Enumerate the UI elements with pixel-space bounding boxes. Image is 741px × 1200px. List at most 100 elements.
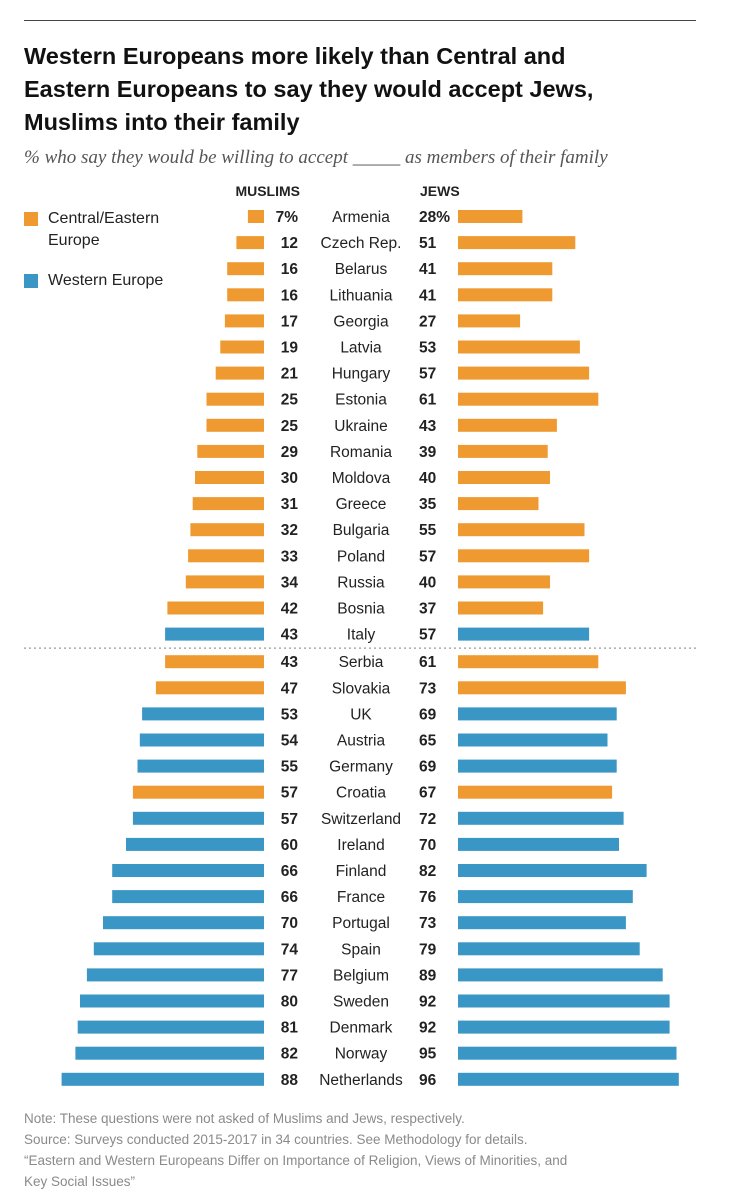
- value-label-muslims: 34: [281, 574, 299, 591]
- value-label-muslims: 7%: [276, 209, 299, 226]
- value-label-jews: 92: [419, 994, 436, 1011]
- bar-muslims-sweden: [80, 994, 264, 1008]
- chart-title-line: Muslims into their family: [24, 109, 300, 135]
- country-label: Switzerland: [321, 811, 401, 828]
- legend-swatch-central-eastern: [24, 212, 38, 226]
- value-label-jews: 96: [419, 1072, 437, 1089]
- country-label: Czech Rep.: [321, 235, 402, 252]
- value-label-muslims: 80: [281, 994, 298, 1011]
- value-label-muslims: 81: [281, 1020, 299, 1037]
- bar-muslims-belgium: [86, 968, 265, 982]
- value-label-jews: 69: [419, 706, 437, 723]
- value-label-muslims: 66: [281, 889, 299, 906]
- value-label-muslims: 57: [281, 811, 298, 828]
- bar-jews-poland: [458, 549, 590, 563]
- value-label-muslims: 88: [281, 1072, 299, 1089]
- value-label-jews: 41: [419, 287, 437, 304]
- bar-muslims-netherlands: [61, 1072, 264, 1086]
- bar-muslims-slovakia: [155, 681, 264, 695]
- value-label-muslims: 54: [281, 733, 299, 750]
- bar-muslims-russia: [185, 575, 264, 589]
- legend-swatch-western: [24, 274, 38, 288]
- value-label-muslims: 42: [281, 601, 298, 618]
- legend-label-line: Europe: [48, 232, 100, 249]
- bar-muslims-austria: [139, 733, 264, 747]
- bar-jews-uk: [458, 707, 617, 721]
- bar-jews-austria: [458, 733, 608, 747]
- bar-muslims-norway: [75, 1046, 265, 1060]
- country-label: Slovakia: [332, 680, 391, 697]
- bar-jews-netherlands: [458, 1072, 679, 1086]
- bar-muslims-serbia: [165, 655, 264, 669]
- bar-jews-portugal: [458, 916, 626, 930]
- legend-label-line: Central/Eastern: [48, 210, 160, 227]
- value-label-muslims: 57: [281, 785, 298, 802]
- bar-jews-lithuania: [458, 288, 553, 302]
- country-label: Germany: [329, 759, 393, 776]
- bar-jews-spain: [458, 942, 640, 956]
- value-label-muslims: 33: [281, 548, 299, 565]
- value-label-jews: 72: [419, 811, 436, 828]
- value-label-jews: 73: [419, 680, 437, 697]
- country-label: Ukraine: [334, 418, 387, 435]
- country-label: Estonia: [335, 392, 387, 409]
- bar-jews-switzerland: [458, 811, 624, 825]
- bar-muslims-moldova: [195, 471, 264, 484]
- country-label: Belarus: [335, 261, 388, 278]
- value-label-jews: 43: [419, 418, 437, 435]
- bar-jews-bosnia: [458, 601, 544, 615]
- value-label-muslims: 25: [281, 418, 299, 435]
- bar-muslims-portugal: [103, 916, 264, 930]
- value-label-muslims: 16: [281, 261, 299, 278]
- value-label-jews: 95: [419, 1046, 437, 1063]
- bar-jews-latvia: [458, 340, 580, 354]
- chart-title-line: Western Europeans more likely than Centr…: [24, 43, 566, 69]
- legend: Central/Eastern Europe Western Europe: [24, 208, 194, 292]
- bar-muslims-georgia: [224, 314, 264, 328]
- bar-jews-germany: [458, 759, 617, 773]
- column-header-jews: JEWS: [420, 183, 460, 199]
- bar-jews-hungary: [458, 366, 590, 380]
- bar-jews-armenia: [458, 210, 523, 223]
- bar-muslims-bosnia: [167, 601, 264, 615]
- country-label: Denmark: [330, 1020, 393, 1037]
- value-label-jews: 79: [419, 941, 437, 958]
- country-label: France: [337, 889, 385, 906]
- country-label: Ireland: [337, 837, 384, 854]
- country-label: Hungary: [332, 366, 391, 383]
- country-label: Greece: [336, 496, 387, 513]
- value-label-jews: 76: [419, 889, 437, 906]
- bar-jews-belarus: [458, 262, 553, 276]
- legend-item-central-eastern: Central/Eastern Europe: [24, 208, 194, 252]
- bar-muslims-france: [112, 890, 264, 904]
- country-label: Russia: [337, 574, 385, 591]
- legend-label-line: Western Europe: [48, 272, 164, 289]
- country-label: Portugal: [332, 915, 390, 932]
- country-label: Bosnia: [337, 601, 385, 618]
- bar-muslims-finland: [112, 864, 264, 877]
- value-label-muslims: 53: [281, 706, 299, 723]
- value-label-muslims: 82: [281, 1046, 298, 1063]
- country-label: Lithuania: [330, 287, 393, 304]
- bar-jews-ukraine: [458, 418, 557, 432]
- bar-jews-slovakia: [458, 681, 626, 695]
- country-label: UK: [350, 706, 372, 723]
- country-label: Poland: [337, 548, 385, 565]
- value-label-jews: 40: [419, 574, 436, 591]
- bar-jews-bulgaria: [458, 523, 585, 537]
- bar-muslims-uk: [142, 707, 264, 721]
- country-label: Armenia: [332, 209, 390, 226]
- bar-jews-finland: [458, 864, 647, 877]
- bar-jews-italy: [458, 627, 590, 641]
- bar-muslims-belarus: [227, 262, 264, 276]
- value-label-muslims: 74: [281, 941, 299, 958]
- value-label-muslims: 43: [281, 654, 299, 671]
- country-label: Georgia: [333, 313, 389, 330]
- value-label-jews: 28%: [419, 209, 450, 226]
- bar-muslims-italy: [165, 627, 264, 641]
- bar-muslims-spain: [93, 942, 264, 956]
- value-label-jews: 61: [419, 392, 437, 409]
- value-label-jews: 53: [419, 340, 437, 357]
- country-label: Sweden: [333, 994, 389, 1011]
- report-title-line: “Eastern and Western Europeans Differ on…: [24, 1153, 568, 1168]
